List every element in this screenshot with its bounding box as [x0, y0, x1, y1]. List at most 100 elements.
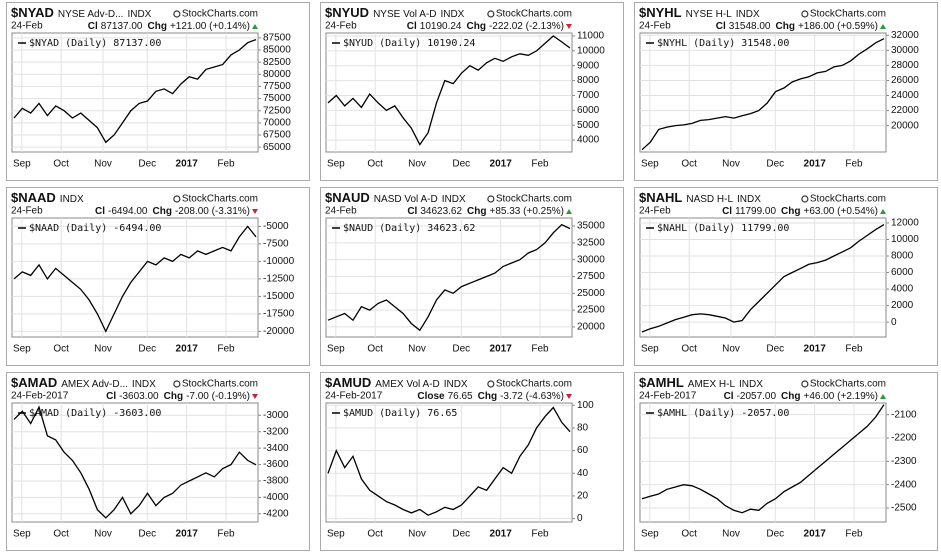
brand-icon: [173, 380, 181, 388]
y-tick-label: 4000: [577, 135, 600, 146]
panel: $NAAD INDX StockCharts.com 24-Feb Cl -6494.00…: [6, 187, 310, 366]
y-tick-label: 35000: [577, 221, 605, 232]
close-value: -3603.00: [119, 391, 159, 402]
x-tick-label: Nov: [722, 529, 740, 540]
legend-label: $NYAD (Daily) 87137.00: [29, 38, 161, 49]
exchange: INDX: [737, 194, 761, 205]
change-label: Chg: [467, 21, 486, 32]
change-value: +186.00 (+0.59%): [798, 21, 878, 32]
brand: StockCharts.com: [496, 9, 572, 20]
legend-label: $AMAD (Daily) -3603.00: [29, 408, 161, 419]
legend-label: $NYUD (Daily) 10190.24: [343, 38, 475, 49]
y-tick-label: -3800: [263, 476, 289, 487]
date: 24-Feb-2017: [325, 391, 383, 402]
legend-label: $NAHL (Daily) 11799.00: [657, 223, 789, 234]
y-tick-label: 32000: [891, 30, 919, 41]
plot-area: [11, 402, 259, 523]
y-tick-label: 28000: [891, 60, 919, 71]
y-tick-label: 30000: [891, 45, 919, 56]
y-tick-label: 27500: [577, 271, 605, 282]
x-tick-label: Nov: [408, 344, 426, 355]
index-name: NYSE Adv-D...: [58, 9, 124, 20]
brand: StockCharts.com: [810, 9, 886, 20]
close-label: Cl: [88, 21, 98, 32]
brand: StockCharts.com: [182, 194, 258, 205]
change-value: +121.00 (+0.14%): [170, 21, 250, 32]
x-tick-label: Nov: [408, 529, 426, 540]
exchange: INDX: [444, 379, 468, 390]
y-tick-label: -7500: [263, 239, 289, 250]
close-label: Cl: [95, 206, 105, 217]
close-label: Cl: [407, 206, 417, 217]
series-line: [327, 223, 571, 332]
y-tick-label: 20000: [577, 322, 605, 333]
x-tick-label: Feb: [531, 159, 549, 170]
brand-icon: [173, 10, 181, 18]
x-tick-label: Sep: [13, 344, 31, 355]
y-tick-label: 22500: [577, 305, 605, 316]
symbol: $NYUD: [325, 5, 369, 20]
change-label: Chg: [153, 206, 172, 217]
plot-area: [639, 217, 887, 338]
x-tick-label: 2017: [490, 529, 513, 540]
x-tick-label: 2017: [176, 344, 199, 355]
x-tick-label: Feb: [845, 159, 863, 170]
series-line: [13, 405, 257, 519]
exchange: INDX: [127, 9, 151, 20]
x-tick-label: Nov: [408, 159, 426, 170]
close-value: 10190.24: [420, 21, 462, 32]
series-line: [13, 38, 257, 144]
exchange: INDX: [736, 9, 760, 20]
change-arrow: [252, 394, 258, 399]
y-tick-label: 7000: [577, 90, 600, 101]
y-tick-label: 80: [577, 423, 589, 434]
x-tick-label: Nov: [722, 159, 740, 170]
index-name: NASD H-L: [686, 194, 733, 205]
change-value: -7.00 (-0.19%): [186, 391, 250, 402]
y-tick-label: -17500: [263, 309, 295, 320]
y-tick-label: -2100: [891, 409, 917, 420]
x-tick-label: Sep: [641, 529, 659, 540]
y-tick-label: 77500: [263, 81, 291, 92]
date: 24-Feb: [639, 206, 671, 217]
x-tick-label: Feb: [217, 344, 235, 355]
date: 24-Feb: [325, 206, 357, 217]
y-tick-label: 32500: [577, 238, 605, 249]
change-arrow: [880, 394, 886, 399]
x-tick-label: Dec: [452, 344, 470, 355]
close-value: -2057.00: [737, 391, 777, 402]
exchange: INDX: [132, 379, 156, 390]
y-tick-label: -3600: [263, 459, 289, 470]
panel-title: $AMUD AMEX Vol A-D INDX: [325, 375, 468, 390]
symbol: $NAAD: [11, 190, 56, 205]
y-tick-label: -3400: [263, 443, 289, 454]
x-tick-label: Dec: [766, 529, 784, 540]
x-tick-label: Oct: [681, 529, 697, 540]
y-tick-label: 87500: [263, 32, 291, 43]
index-name: AMEX Adv-D...: [61, 379, 128, 390]
plot-area: [325, 32, 573, 153]
quote: Cl 31548.00 Chg +186.00 (+0.59%): [716, 21, 878, 32]
x-tick-label: Oct: [367, 159, 383, 170]
quote: Cl 10190.24 Chg -222.02 (-2.13%): [407, 21, 564, 32]
y-tick-label: 85000: [263, 45, 291, 56]
date: 24-Feb: [11, 206, 43, 217]
change-label: Chg: [781, 206, 800, 217]
close-value: -6494.00: [108, 206, 148, 217]
brand-icon: [487, 195, 495, 203]
panel-title: $NAUD NASD Vol A-D INDX: [325, 190, 466, 205]
x-tick-label: Dec: [138, 529, 156, 540]
change-value: -3.72 (-4.63%): [500, 391, 564, 402]
x-tick-label: Sep: [327, 159, 345, 170]
y-tick-label: 10000: [577, 45, 605, 56]
y-tick-label: 8000: [577, 75, 600, 86]
close-value: 76.65: [448, 391, 473, 402]
date: 24-Feb: [11, 21, 43, 32]
index-name: AMEX H-L: [688, 379, 736, 390]
x-tick-label: Nov: [94, 159, 112, 170]
brand-icon: [801, 195, 809, 203]
brand: StockCharts.com: [182, 379, 258, 390]
close-value: 87137.00: [101, 21, 143, 32]
